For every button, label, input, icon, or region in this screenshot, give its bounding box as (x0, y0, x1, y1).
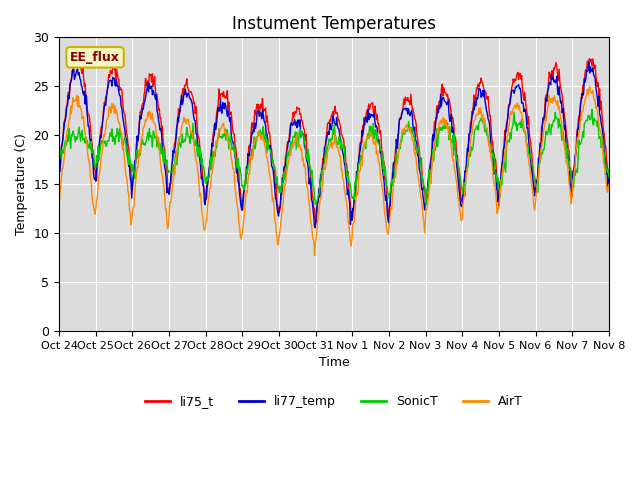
li75_t (123, 130, 131, 135)
SonicT (65, 126, 73, 132)
SonicT (417, 160, 424, 166)
AirT (65, 117, 73, 122)
AirT (402, 124, 410, 130)
AirT (178, 125, 186, 131)
Text: EE_flux: EE_flux (70, 51, 120, 64)
li75_t (207, 154, 215, 159)
li75_t (312, 220, 320, 226)
li75_t (70, 56, 78, 61)
li77_temp (585, 60, 593, 65)
li75_t (55, 169, 63, 175)
AirT (418, 196, 426, 202)
li75_t (605, 181, 612, 187)
li75_t (403, 97, 410, 103)
SonicT (178, 140, 186, 146)
AirT (310, 252, 318, 258)
X-axis label: Time: Time (319, 356, 349, 369)
Line: li75_t: li75_t (59, 59, 609, 223)
li77_temp (418, 186, 426, 192)
Line: li77_temp: li77_temp (59, 62, 609, 228)
li77_temp (122, 136, 129, 142)
AirT (55, 203, 63, 208)
SonicT (122, 138, 129, 144)
li77_temp (605, 176, 612, 181)
SonicT (605, 174, 612, 180)
SonicT (55, 147, 63, 153)
Line: SonicT: SonicT (59, 109, 609, 204)
Y-axis label: Temperature (C): Temperature (C) (15, 133, 28, 235)
li75_t (65, 93, 73, 98)
li77_temp (207, 158, 214, 164)
li77_temp (55, 168, 63, 174)
SonicT (401, 131, 408, 137)
li75_t (419, 175, 426, 180)
li77_temp (312, 225, 319, 231)
Legend: li75_t, li77_temp, SonicT, AirT: li75_t, li77_temp, SonicT, AirT (140, 390, 528, 413)
AirT (207, 185, 214, 191)
SonicT (422, 202, 430, 207)
li77_temp (178, 93, 186, 98)
SonicT (207, 154, 214, 160)
AirT (122, 171, 129, 177)
AirT (586, 84, 593, 89)
Title: Instument Temperatures: Instument Temperatures (232, 15, 436, 33)
li77_temp (65, 96, 73, 102)
Line: AirT: AirT (59, 86, 609, 255)
AirT (605, 181, 612, 187)
li75_t (179, 90, 186, 96)
li77_temp (402, 105, 410, 111)
SonicT (588, 107, 596, 112)
